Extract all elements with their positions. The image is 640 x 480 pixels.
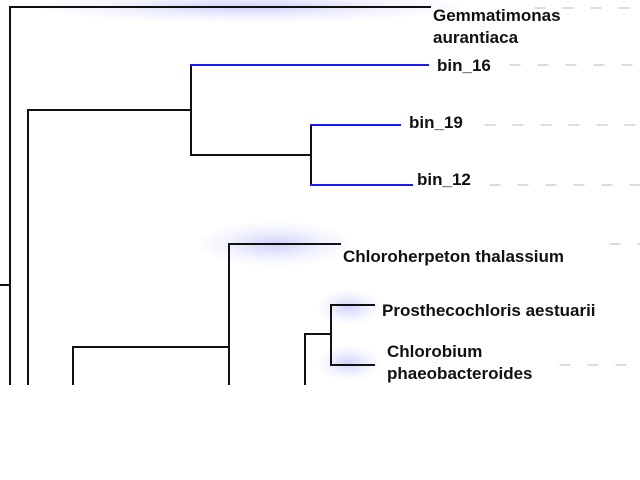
guide-lines	[484, 7, 640, 366]
leaf-label-chlorobium: Chlorobium phaeobacteroides	[387, 341, 533, 385]
leaf-label-bin19-text: bin_19	[409, 113, 463, 132]
leaf-label-prosthecochloris: Prosthecochloris aestuarii	[382, 300, 596, 322]
leaf-label-bin12: bin_12	[417, 169, 471, 191]
leaf-label-chloroherpeton-text: Chloroherpeton thalassium	[343, 247, 565, 266]
leaf-label-gemmatimonas-line2: aurantiaca	[433, 28, 519, 47]
leaf-label-bin16: bin_16	[437, 55, 491, 77]
leaf-label-chloroherpeton: Chloroherpeton thalassium	[343, 246, 564, 268]
leaf-label-chlorobium-line2: phaeobacteroides	[387, 364, 533, 383]
highlighted-branches	[190, 64, 429, 186]
glow-prosthecochloris	[318, 290, 380, 324]
glow-gemmatimonas	[40, 0, 460, 22]
leaf-label-bin16-text: bin_16	[437, 56, 491, 75]
leaf-label-gemmatimonas: Gemmatimonas aurantiaca	[433, 5, 561, 49]
glow-chlorobium	[318, 346, 380, 380]
leaf-label-bin19: bin_19	[409, 112, 463, 134]
leaf-label-bin12-text: bin_12	[417, 170, 471, 189]
phylogenetic-tree	[0, 6, 640, 385]
leaf-label-gemmatimonas-line1: Gemmatimonas	[433, 6, 561, 25]
leaf-label-prosthecochloris-text: Prosthecochloris aestuarii	[382, 301, 596, 320]
leaf-label-chlorobium-line1: Chlorobium	[387, 342, 483, 361]
black-branches	[0, 6, 431, 385]
